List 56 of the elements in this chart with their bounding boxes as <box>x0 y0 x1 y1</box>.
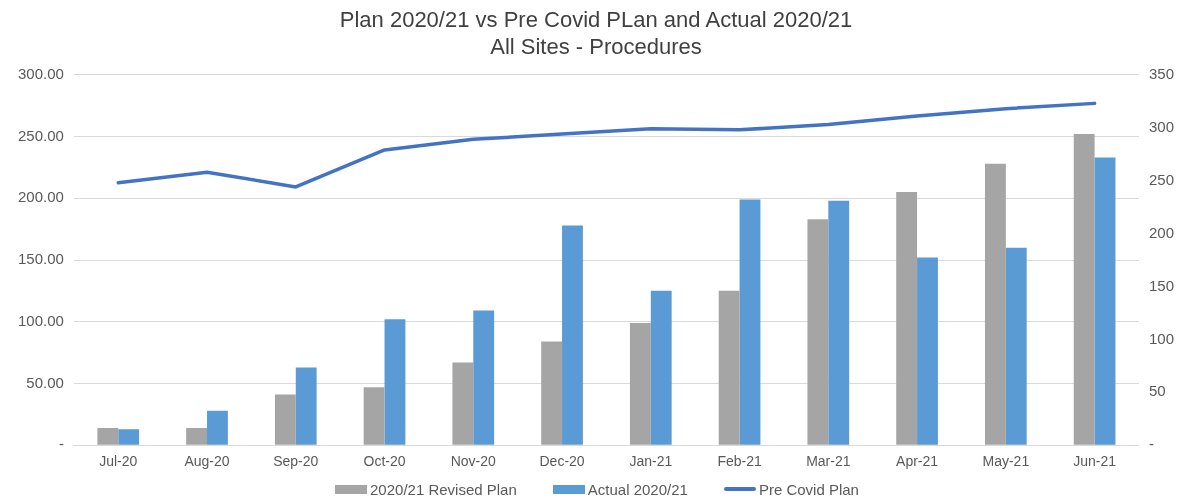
legend-label: Pre Covid Plan <box>758 480 859 498</box>
bar <box>97 427 119 445</box>
y-tick-label: 100.00 <box>17 311 64 329</box>
chart-title: Plan 2020/21 vs Pre Covid PLan and Actual 2020/21 <box>339 7 853 33</box>
bar <box>274 394 296 445</box>
y2-tick-label: 150 <box>1148 276 1174 294</box>
legend-label: 2020/21 Revised Plan <box>370 480 517 498</box>
y2-tick-label: 100 <box>1148 329 1174 347</box>
y-tick-label: - <box>58 435 64 453</box>
y2-tick-label: 200 <box>1148 223 1174 241</box>
y-tick-label: 200.00 <box>17 188 64 206</box>
y-tick-label: 150.00 <box>17 250 64 268</box>
bar <box>828 200 850 445</box>
y2-tick-label: 250 <box>1148 170 1174 188</box>
bar <box>629 322 651 445</box>
bar <box>718 290 740 445</box>
chart-subtitle: All Sites - Procedures <box>490 33 702 59</box>
bar <box>1005 247 1027 445</box>
x-tick-label: Apr-21 <box>896 453 939 470</box>
bar <box>917 257 938 445</box>
bar <box>984 163 1006 445</box>
y-tick-label: 250.00 <box>17 126 64 144</box>
bar <box>452 362 474 445</box>
bar <box>473 310 495 445</box>
bar <box>1073 134 1095 445</box>
x-tick-label: Dec-20 <box>539 453 585 470</box>
bar <box>295 367 317 445</box>
x-tick-label: Mar-21 <box>806 453 851 470</box>
bar <box>562 225 583 445</box>
bar <box>384 319 406 445</box>
x-tick-label: May-21 <box>982 453 1030 470</box>
bar <box>896 192 918 445</box>
y-tick-label: 300.00 <box>17 64 64 82</box>
y2-tick-label: 350 <box>1148 64 1174 82</box>
bar <box>739 199 761 445</box>
x-tick-label: Aug-20 <box>184 453 230 470</box>
bar <box>650 290 672 445</box>
bar <box>118 429 140 445</box>
x-tick-label: Jan-21 <box>629 453 673 470</box>
y-tick-label: 50.00 <box>26 373 64 391</box>
bar <box>363 387 385 445</box>
x-tick-label: Jun-21 <box>1073 453 1117 470</box>
y2-tick-label: 50 <box>1148 382 1166 400</box>
bar <box>541 341 563 445</box>
y2-tick-label: 300 <box>1148 117 1174 135</box>
bar <box>186 427 208 445</box>
bar <box>1094 157 1116 445</box>
bar <box>207 410 228 445</box>
bar <box>807 219 829 445</box>
x-tick-label: Feb-21 <box>717 453 762 470</box>
x-tick-label: Oct-20 <box>363 453 406 470</box>
x-tick-label: Jul-20 <box>99 453 138 470</box>
x-tick-label: Nov-20 <box>450 453 497 470</box>
x-tick-label: Sep-20 <box>273 453 319 470</box>
legend-label: Actual 2020/21 <box>587 480 688 498</box>
y2-tick-label: - <box>1148 435 1154 453</box>
